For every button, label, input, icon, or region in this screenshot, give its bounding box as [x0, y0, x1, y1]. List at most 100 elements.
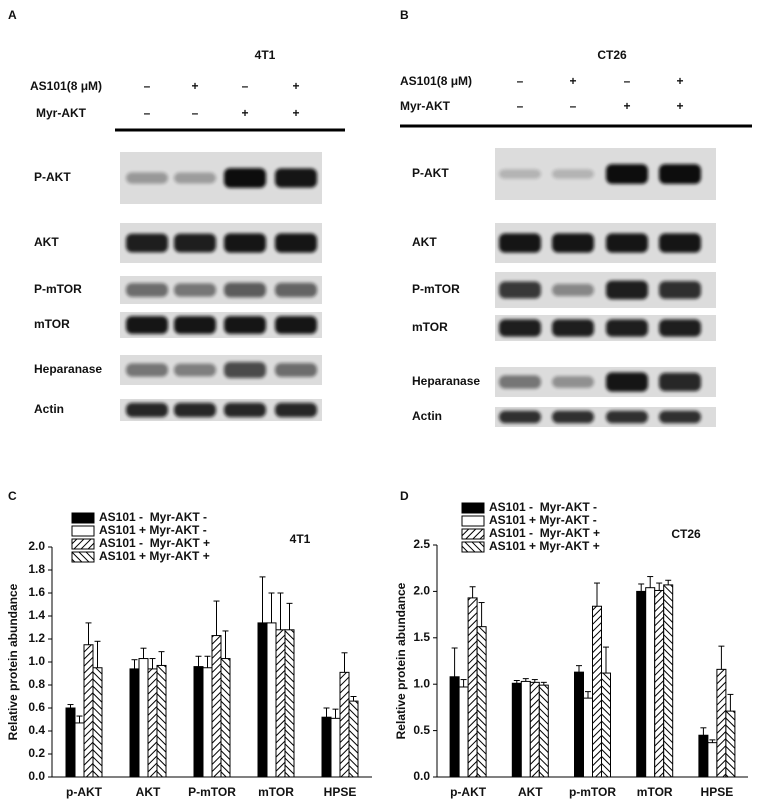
- bar: [266, 622, 277, 778]
- legend-swatch: [71, 538, 95, 550]
- blot-band: [552, 376, 594, 388]
- condition-sign: –: [624, 74, 631, 88]
- x-tick-label: mTOR: [258, 785, 294, 799]
- bar: [257, 622, 268, 778]
- bar: [330, 717, 341, 778]
- y-tick-label: 1.0: [413, 676, 430, 690]
- x-tick-label: mTOR: [637, 785, 673, 799]
- y-tick-label: 0.0: [413, 769, 430, 783]
- band-label: Actin: [34, 402, 64, 416]
- y-tick-label: 0.2: [28, 746, 45, 760]
- condition-sign: –: [144, 79, 151, 93]
- blot-band: [174, 402, 216, 418]
- blot-panel: A 4T1 AS101(8 μM) – + – + Myr-AKT – – + + P-AKT AKT P-…: [8, 8, 345, 421]
- x-tick-label: AKT: [518, 785, 543, 799]
- bar: [193, 666, 204, 778]
- blot-band: [552, 169, 594, 179]
- blot-band: [275, 402, 317, 418]
- band-label: P-AKT: [412, 166, 449, 180]
- legend-label: AS101 + Myr-AKT +: [99, 549, 210, 563]
- blot-band: [552, 283, 594, 297]
- bar: [520, 680, 531, 778]
- condition-sign: –: [144, 106, 151, 120]
- blot-band: [499, 281, 541, 299]
- legend-swatch: [461, 515, 485, 527]
- condition-label: Myr-AKT: [36, 106, 87, 120]
- x-tick-label: p-AKT: [450, 785, 487, 799]
- legend-label: AS101 - Myr-AKT +: [99, 536, 210, 550]
- band-label: P-mTOR: [412, 282, 460, 296]
- condition-sign: –: [242, 79, 249, 93]
- band-label: AKT: [34, 235, 59, 249]
- y-tick-label: 2.0: [413, 584, 430, 598]
- blot-band: [224, 402, 266, 418]
- bar: [663, 584, 674, 778]
- legend-swatch: [461, 541, 485, 553]
- bar: [65, 707, 76, 778]
- blot-band: [224, 282, 266, 298]
- bar: [284, 629, 295, 778]
- blot-band: [659, 233, 701, 253]
- blot-band: [224, 316, 266, 334]
- bar: [74, 722, 85, 778]
- condition-sign: +: [623, 99, 630, 113]
- blot-band: [659, 281, 701, 299]
- x-tick-label: P-mTOR: [188, 785, 236, 799]
- legend-label: AS101 + Myr-AKT -: [489, 513, 597, 527]
- bar: [654, 589, 665, 778]
- bar: [476, 626, 487, 778]
- bar: [220, 658, 231, 778]
- y-tick-label: 2.0: [28, 539, 45, 553]
- condition-sign: +: [292, 79, 299, 93]
- bar: [538, 684, 549, 778]
- blot-band: [499, 375, 541, 389]
- y-tick-label: 1.2: [28, 631, 45, 645]
- bar: [636, 590, 647, 778]
- y-axis-label: Relative protein abundance: [394, 582, 408, 739]
- condition-sign: +: [676, 99, 683, 113]
- blot-band: [174, 316, 216, 334]
- bar-chart: D CT26 Relative protein abundance 0.0 0.5 1.0…: [394, 489, 748, 799]
- x-tick-label: p-AKT: [66, 785, 103, 799]
- bar: [156, 664, 167, 778]
- blot-strip: [495, 407, 716, 427]
- blot-band: [552, 410, 594, 424]
- bar: [529, 681, 540, 778]
- legend-swatch: [461, 528, 485, 540]
- legend-label: AS101 - Myr-AKT +: [489, 526, 600, 540]
- band-label: Actin: [412, 409, 442, 423]
- x-tick-label: HPSE: [701, 785, 734, 799]
- legend-swatch: [71, 512, 95, 524]
- condition-label: AS101(8 μM): [30, 79, 102, 93]
- blot-band: [659, 410, 701, 424]
- legend-label: AS101 - Myr-AKT -: [489, 500, 597, 514]
- condition-sign: –: [517, 99, 524, 113]
- chart-title: 4T1: [290, 532, 311, 546]
- legend-label: AS101 + Myr-AKT +: [489, 539, 600, 553]
- condition-sign: +: [191, 79, 198, 93]
- blot-band: [174, 233, 216, 253]
- blot-band: [606, 319, 648, 337]
- y-tick-label: 1.8: [28, 562, 45, 576]
- y-tick-label: 0.5: [413, 723, 430, 737]
- legend-swatch: [71, 525, 95, 537]
- panel-label: D: [400, 489, 409, 503]
- legend-swatch: [71, 551, 95, 563]
- blot-band: [174, 363, 216, 377]
- bar: [129, 668, 140, 778]
- condition-sign: +: [676, 74, 683, 88]
- blot-band: [552, 233, 594, 253]
- bar: [83, 644, 94, 778]
- legend-label: AS101 - Myr-AKT -: [99, 510, 207, 524]
- bar: [574, 671, 584, 778]
- y-tick-label: 1.0: [28, 654, 45, 668]
- condition-sign: +: [241, 106, 248, 120]
- bar: [698, 734, 709, 778]
- blot-band: [499, 169, 541, 179]
- bar: [725, 710, 736, 778]
- blot-band: [275, 168, 317, 188]
- bar: [92, 667, 103, 778]
- band-label: Heparanase: [412, 374, 480, 388]
- blot-band: [126, 402, 168, 418]
- blot-title: CT26: [597, 48, 627, 62]
